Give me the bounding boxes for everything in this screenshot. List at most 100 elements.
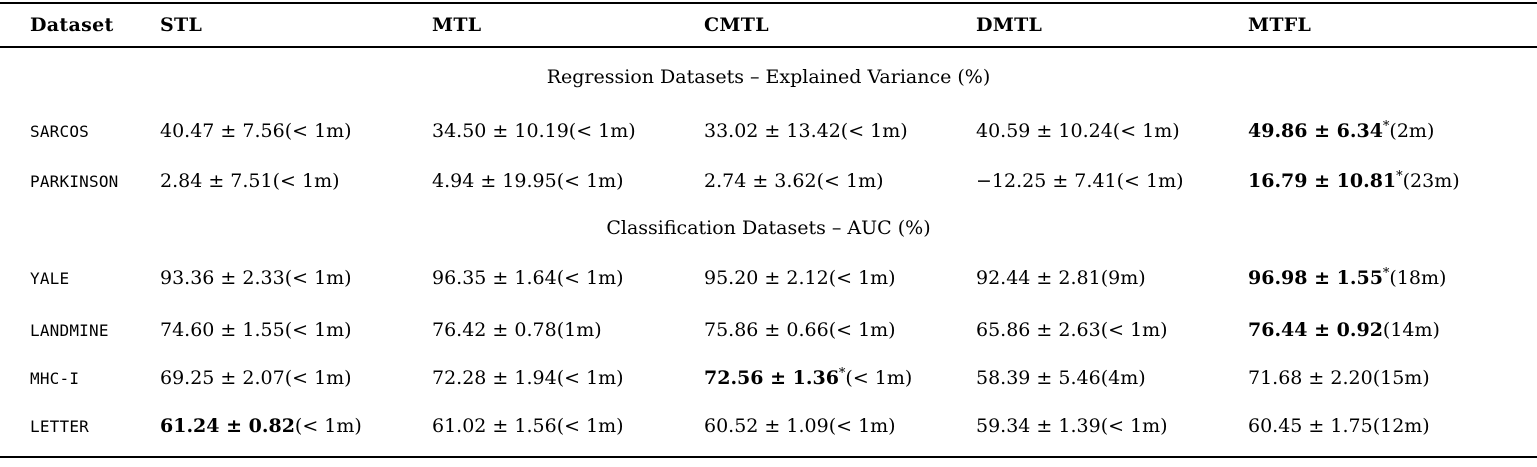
table-row: PARKINSON 2.84 ± 7.51(< 1m) 4.94 ± 19.95…: [0, 156, 1537, 206]
runtime-label: (15m): [1372, 367, 1430, 389]
runtime-label: (12m): [1372, 415, 1430, 437]
result-value: 59.34 ± 1.39: [976, 415, 1101, 437]
top-rule: [0, 2, 1537, 4]
result-value: 4.94 ± 19.95: [432, 170, 557, 192]
runtime-label: (< 1m): [284, 267, 352, 289]
runtime-label: (< 1m): [556, 415, 624, 437]
runtime-label: (< 1m): [568, 120, 636, 142]
column-header-mtl: MTL: [432, 14, 482, 36]
result-value: 76.42 ± 0.78: [432, 319, 557, 341]
runtime-label: (14m): [1382, 319, 1440, 341]
significance-star: *: [1382, 119, 1390, 134]
result-cell: 95.20 ± 2.12(< 1m): [704, 267, 976, 289]
result-cell: 2.74 ± 3.62(< 1m): [704, 170, 976, 192]
runtime-label: (< 1m): [828, 267, 896, 289]
runtime-label: (23m): [1402, 170, 1460, 192]
result-value: 34.50 ± 10.19: [432, 120, 569, 142]
result-value: 69.25 ± 2.07: [160, 367, 285, 389]
result-cell: 93.36 ± 2.33(< 1m): [160, 267, 432, 289]
runtime-label: (< 1m): [828, 415, 896, 437]
section-title-label: Classification Datasets – AUC (%): [606, 217, 931, 239]
result-cell: 69.25 ± 2.07(< 1m): [160, 367, 432, 389]
table-row: MHC-I 69.25 ± 2.07(< 1m) 72.28 ± 1.94(< …: [0, 354, 1537, 402]
dataset-name: LETTER: [30, 416, 89, 436]
dataset-name: LANDMINE: [30, 320, 109, 340]
result-value: 40.47 ± 7.56: [160, 120, 285, 142]
result-cell: 61.02 ± 1.56(< 1m): [432, 415, 704, 437]
result-value: 49.86 ± 6.34: [1248, 120, 1383, 142]
result-value: 2.84 ± 7.51: [160, 170, 273, 192]
column-header-mtfl: MTFL: [1248, 14, 1312, 36]
runtime-label: (< 1m): [294, 415, 362, 437]
result-value: 74.60 ± 1.55: [160, 319, 285, 341]
result-value: 2.74 ± 3.62: [704, 170, 817, 192]
runtime-label: (< 1m): [556, 170, 624, 192]
table-row: SARCOS 40.47 ± 7.56(< 1m) 34.50 ± 10.19(…: [0, 106, 1537, 156]
result-value: 72.28 ± 1.94: [432, 367, 557, 389]
runtime-label: (2m): [1389, 120, 1435, 142]
runtime-label: (< 1m): [1100, 415, 1168, 437]
column-header-cmtl: CMTL: [704, 14, 769, 36]
mid-rule: [0, 46, 1537, 48]
dataset-name: MHC-I: [30, 368, 80, 388]
runtime-label: (18m): [1389, 267, 1447, 289]
dataset-name: SARCOS: [30, 121, 89, 141]
table-header-row: Dataset STL MTL CMTL DMTL MTFL: [0, 4, 1537, 46]
column-header-stl: STL: [160, 14, 203, 36]
result-cell: −12.25 ± 7.41(< 1m): [976, 170, 1248, 192]
result-value: 96.35 ± 1.64: [432, 267, 557, 289]
runtime-label: (< 1m): [1116, 170, 1184, 192]
result-value: 33.02 ± 13.42: [704, 120, 841, 142]
runtime-label: (< 1m): [828, 319, 896, 341]
result-value: 75.86 ± 0.66: [704, 319, 829, 341]
result-cell: 49.86 ± 6.34*(2m): [1248, 120, 1537, 142]
result-value: 95.20 ± 2.12: [704, 267, 829, 289]
result-cell: 72.56 ± 1.36*(< 1m): [704, 367, 976, 389]
section-title-classification: Classification Datasets – AUC (%): [0, 206, 1537, 250]
result-value: 61.24 ± 0.82: [160, 415, 295, 437]
dataset-name: PARKINSON: [30, 171, 119, 191]
runtime-label: (< 1m): [840, 120, 908, 142]
runtime-label: (4m): [1100, 367, 1146, 389]
runtime-label: (< 1m): [284, 319, 352, 341]
result-cell: 40.47 ± 7.56(< 1m): [160, 120, 432, 142]
result-value: 76.44 ± 0.92: [1248, 319, 1383, 341]
result-value: 92.44 ± 2.81: [976, 267, 1101, 289]
result-cell: 2.84 ± 7.51(< 1m): [160, 170, 432, 192]
runtime-label: (< 1m): [1100, 319, 1168, 341]
significance-star: *: [1396, 169, 1403, 184]
runtime-label: (< 1m): [1112, 120, 1180, 142]
significance-star: *: [1382, 266, 1390, 281]
result-cell: 92.44 ± 2.81(9m): [976, 267, 1248, 289]
table-row: LETTER 61.24 ± 0.82(< 1m) 61.02 ± 1.56(<…: [0, 402, 1537, 450]
result-cell: 60.52 ± 1.09(< 1m): [704, 415, 976, 437]
column-header-dmtl: DMTL: [976, 14, 1043, 36]
runtime-label: (1m): [556, 319, 602, 341]
result-cell: 65.86 ± 2.63(< 1m): [976, 319, 1248, 341]
dataset-name: YALE: [30, 268, 70, 288]
runtime-label: (< 1m): [284, 367, 352, 389]
bottom-rule: [0, 456, 1537, 458]
runtime-label: (< 1m): [284, 120, 352, 142]
result-cell: 16.79 ± 10.81*(23m): [1248, 170, 1537, 192]
table-row: LANDMINE 74.60 ± 1.55(< 1m) 76.42 ± 0.78…: [0, 306, 1537, 354]
result-cell: 59.34 ± 1.39(< 1m): [976, 415, 1248, 437]
result-cell: 33.02 ± 13.42(< 1m): [704, 120, 976, 142]
result-cell: 74.60 ± 1.55(< 1m): [160, 319, 432, 341]
runtime-label: (< 1m): [556, 367, 624, 389]
table-row: YALE 93.36 ± 2.33(< 1m) 96.35 ± 1.64(< 1…: [0, 250, 1537, 306]
runtime-label: (< 1m): [556, 267, 624, 289]
result-cell: 76.42 ± 0.78(1m): [432, 319, 704, 341]
result-cell: 58.39 ± 5.46(4m): [976, 367, 1248, 389]
runtime-label: (9m): [1100, 267, 1146, 289]
result-cell: 40.59 ± 10.24(< 1m): [976, 120, 1248, 142]
result-cell: 75.86 ± 0.66(< 1m): [704, 319, 976, 341]
runtime-label: (< 1m): [272, 170, 340, 192]
result-value: 16.79 ± 10.81: [1248, 170, 1397, 192]
result-cell: 76.44 ± 0.92(14m): [1248, 319, 1537, 341]
result-value: −12.25 ± 7.41: [976, 170, 1117, 192]
result-value: 60.45 ± 1.75: [1248, 415, 1373, 437]
result-value: 71.68 ± 2.20: [1248, 367, 1373, 389]
column-header-dataset: Dataset: [30, 14, 114, 36]
